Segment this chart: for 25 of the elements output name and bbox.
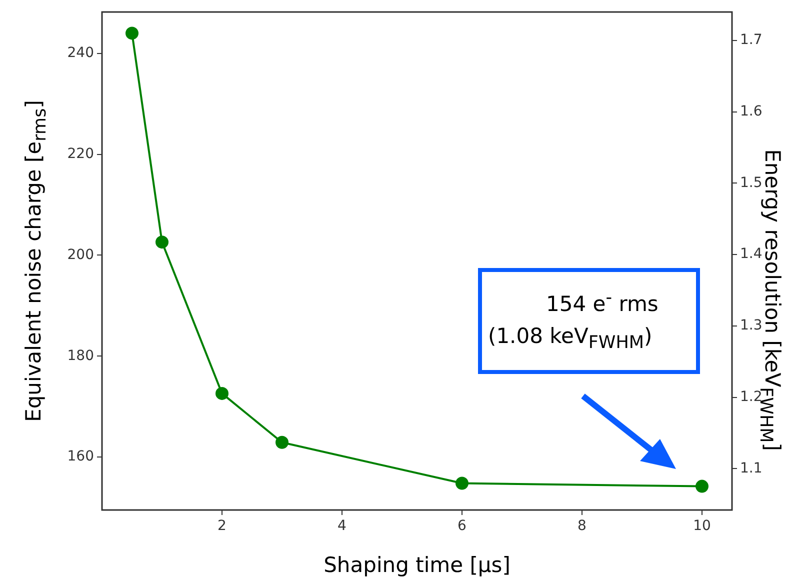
y-tick-label: 220 [67, 146, 94, 162]
y-tick-label: 180 [67, 348, 94, 364]
x-tick-label: 4 [338, 518, 347, 534]
y2-tick-label: 1.4 [740, 246, 762, 262]
point [126, 26, 138, 40]
y2-tick-label: 1.6 [740, 104, 762, 120]
y2-tick-label: 1.1 [740, 460, 762, 476]
x-tick-label: 8 [578, 518, 586, 534]
y-tick-label: 240 [67, 45, 94, 62]
y-tick-label: 200 [67, 246, 94, 263]
y2-tick-label: 1.7 [740, 32, 762, 48]
point [456, 476, 468, 490]
y2-tick-label: 1.3 [740, 318, 762, 334]
annotation: 154 e$^{-}$ rms [546, 288, 658, 316]
point [216, 386, 228, 400]
y-tick-label: 160 [67, 448, 94, 465]
point [156, 236, 168, 249]
point [276, 436, 288, 449]
y2-tick-label: 1.5 [740, 174, 762, 191]
point [696, 480, 708, 493]
x-tick-label: 10 [693, 518, 711, 534]
x-tick-label: 6 [458, 518, 467, 534]
annotation: (1.08 keV$_{FWHM}$) [488, 324, 652, 354]
x-tick-label: 2 [218, 518, 226, 534]
x-axis-title: Shaping time [µs] [324, 553, 510, 577]
